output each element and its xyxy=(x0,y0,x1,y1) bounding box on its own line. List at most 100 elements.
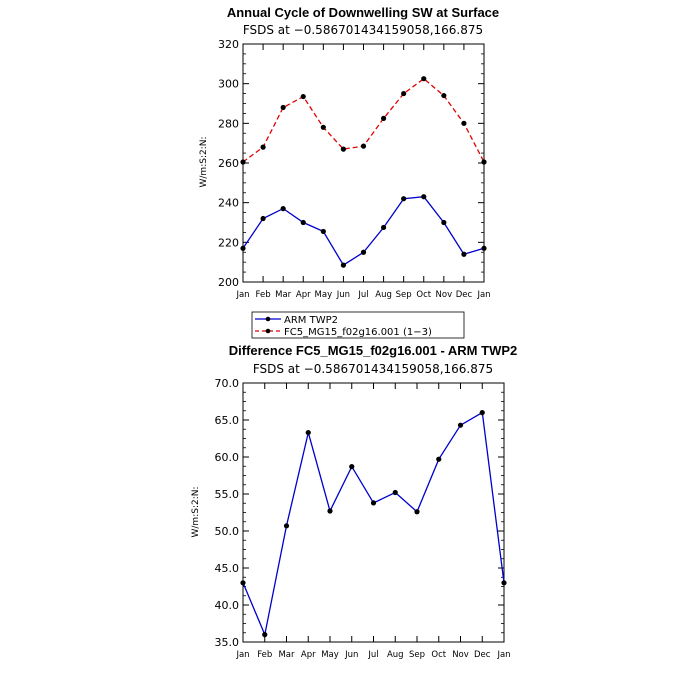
chart1-ylabel: W/m:S:2:N: xyxy=(199,137,209,188)
series-2-point xyxy=(300,93,306,100)
y-tick-label: 320 xyxy=(218,38,239,51)
chart2-plot xyxy=(240,410,507,638)
series-1-point xyxy=(283,523,290,529)
legend-label-arm: ARM TWP2 xyxy=(284,315,338,326)
series-1-point xyxy=(401,196,407,202)
y-tick-label: 220 xyxy=(218,236,239,249)
x-tick-label: Mar xyxy=(278,650,295,660)
x-tick-label: Oct xyxy=(416,290,431,300)
legend-marker-arm xyxy=(265,316,271,322)
chart2-axes: 35.0 40.0 45.0 50.0 55.0 60.0 65.0 70.0 Jan Feb Ma… xyxy=(215,377,511,660)
x-tick-label: Oct xyxy=(431,650,446,660)
series-1-point xyxy=(360,249,367,255)
chart2-ylabel: W/m:S:2:N: xyxy=(191,487,201,538)
x-tick-label: Sep xyxy=(409,650,425,660)
chart1-plot xyxy=(240,76,487,268)
x-tick-label: Jun xyxy=(336,290,350,300)
series-1-point xyxy=(260,215,266,222)
x-tick-label: Feb xyxy=(257,650,272,660)
chart2-subtitle: FSDS at −0.586701434159058,166.875 xyxy=(253,362,493,376)
series-1-point xyxy=(340,262,347,268)
series-2-point xyxy=(260,144,266,150)
x-tick-label: Feb xyxy=(256,290,271,300)
legend-box xyxy=(251,311,465,339)
series-2-point xyxy=(360,143,367,149)
x-tick-label: Aug xyxy=(387,650,404,660)
x-tick-label: Jan xyxy=(235,290,249,300)
series-1-point xyxy=(327,508,333,514)
series-1-point xyxy=(280,206,286,212)
series-line-2 xyxy=(242,77,485,163)
series-1-point xyxy=(479,410,485,416)
x-tick-label: Jul xyxy=(367,650,378,660)
plot-frame xyxy=(242,43,485,283)
y-tick-label: 65.0 xyxy=(215,414,240,427)
series-2-point xyxy=(441,92,447,99)
series-1-point xyxy=(262,632,268,638)
y-tick-label: 45.0 xyxy=(215,562,240,575)
y-tick-label: 55.0 xyxy=(215,488,240,501)
x-tick-label: Apr xyxy=(296,290,311,300)
legend-label-fc5: FC5_MG15_f02g16.001 (1−3) xyxy=(284,327,432,338)
y-tick-label: 260 xyxy=(218,157,239,170)
chart1-subtitle: FSDS at −0.586701434159058,166.875 xyxy=(243,23,483,37)
x-tick-label: May xyxy=(315,290,333,300)
series-2-point xyxy=(421,76,427,82)
y-tick-label: 60.0 xyxy=(215,451,240,464)
y-tick-label: 200 xyxy=(218,276,239,289)
series-1-point xyxy=(392,489,398,496)
series-2-point xyxy=(280,104,286,111)
series-1-point xyxy=(414,509,420,515)
x-tick-label: Apr xyxy=(301,650,316,660)
series-1-point xyxy=(461,251,467,257)
chart1-axes: 200 220 240 260 280 300 320 Jan Feb Mar Apr May Jun J… xyxy=(218,38,491,300)
series-line-1 xyxy=(242,411,505,637)
y-tick-label: 280 xyxy=(218,117,239,130)
series-2-point xyxy=(481,159,487,165)
series-1-point xyxy=(370,500,377,506)
x-tick-label: Nov xyxy=(452,650,469,660)
series-1-point xyxy=(380,224,387,231)
series-1-point xyxy=(240,580,246,586)
series-1-point xyxy=(349,464,355,470)
chart2-title: Difference FC5_MG15_f02g16.001 - ARM TWP… xyxy=(229,343,518,358)
series-2-point xyxy=(461,120,467,126)
x-tick-label: Jul xyxy=(357,290,368,300)
x-tick-label: Nov xyxy=(436,290,453,300)
series-1-point xyxy=(320,228,326,235)
legend-marker-fc5 xyxy=(265,328,271,334)
series-2-point xyxy=(320,124,326,130)
y-tick-label: 70.0 xyxy=(215,377,240,390)
series-2-point xyxy=(401,90,407,97)
chart1-legend: ARM TWP2 FC5_MG15_f02g16.001 (1−3) xyxy=(251,311,465,339)
plot-frame xyxy=(242,382,505,643)
x-tick-label: Dec xyxy=(474,650,491,660)
x-tick-label: May xyxy=(321,650,339,660)
x-tick-label: Jan xyxy=(235,650,249,660)
y-tick-label: 300 xyxy=(218,78,239,91)
y-tick-label: 40.0 xyxy=(215,599,240,612)
chart1-title: Annual Cycle of Downwelling SW at Surfac… xyxy=(227,5,499,20)
series-1-point xyxy=(436,456,442,462)
x-tick-label: Sep xyxy=(396,290,412,300)
series-1-point xyxy=(421,194,427,200)
y-tick-label: 35.0 xyxy=(215,636,240,649)
x-tick-label: Mar xyxy=(275,290,292,300)
series-1-point xyxy=(305,429,311,436)
y-tick-label: 240 xyxy=(218,197,239,210)
series-1-point xyxy=(501,580,507,586)
series-1-point xyxy=(481,245,487,251)
series-1-point xyxy=(300,219,306,226)
series-1-point xyxy=(457,422,464,428)
series-1-point xyxy=(441,219,447,226)
x-tick-label: Jan xyxy=(496,650,510,660)
x-tick-label: Dec xyxy=(456,290,473,300)
series-2-point xyxy=(240,159,246,165)
y-tick-label: 50.0 xyxy=(215,525,240,538)
series-1-point xyxy=(240,245,246,251)
series-2-point xyxy=(340,146,347,152)
x-tick-label: Jun xyxy=(344,650,358,660)
x-tick-label: Aug xyxy=(375,290,392,300)
series-2-point xyxy=(380,115,387,121)
